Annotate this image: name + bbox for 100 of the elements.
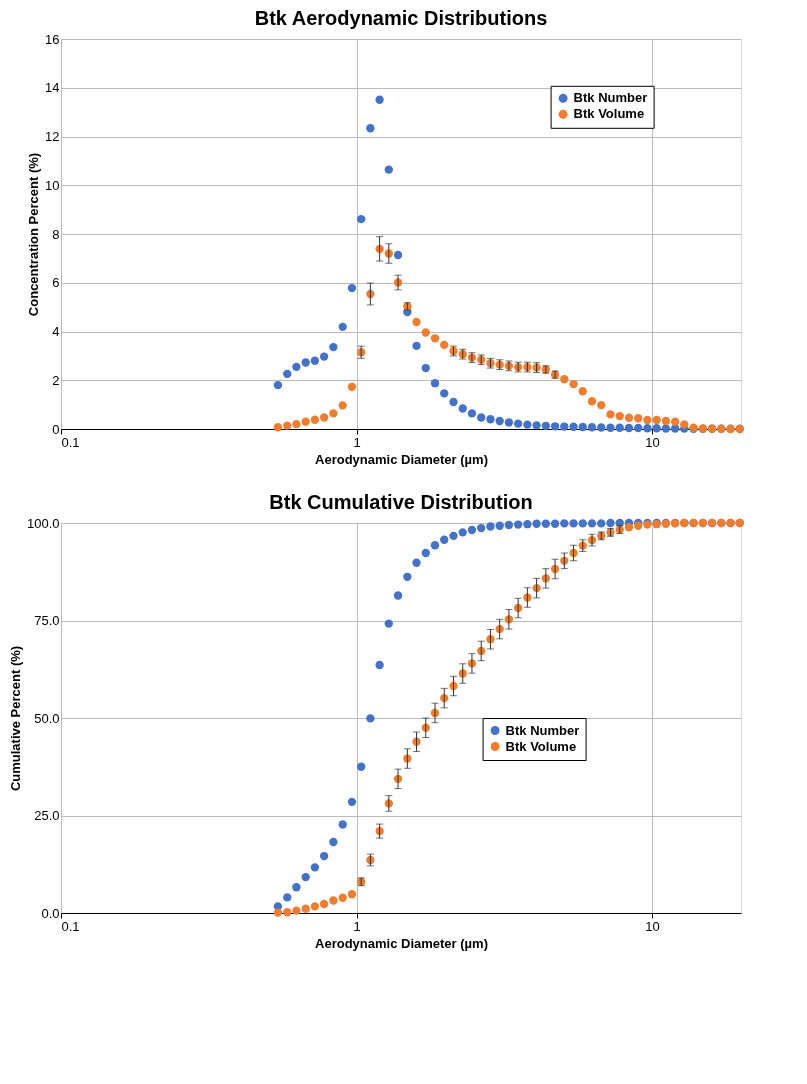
point <box>357 762 366 771</box>
point <box>550 422 560 431</box>
point <box>384 619 393 628</box>
point <box>467 409 477 418</box>
point <box>412 341 421 351</box>
point <box>569 379 578 389</box>
point <box>560 375 569 384</box>
point <box>661 416 671 426</box>
x-tick-label: 1 <box>353 918 361 934</box>
point <box>477 413 486 422</box>
y-axis-title: Cumulative Percent (%) <box>7 645 23 792</box>
point <box>560 519 569 528</box>
point <box>578 519 587 528</box>
y-tick-label: 50.0 <box>34 710 60 726</box>
point <box>273 380 283 390</box>
point <box>319 413 329 422</box>
y-tick-label: 12 <box>45 129 60 144</box>
point <box>458 528 467 537</box>
point <box>292 906 301 915</box>
x-tick-label: 10 <box>645 434 660 450</box>
point <box>329 409 338 418</box>
x-tick-label: 0.1 <box>61 434 80 450</box>
point <box>597 423 606 432</box>
point <box>347 283 357 293</box>
point <box>486 522 495 531</box>
point <box>486 415 495 424</box>
point <box>310 415 320 424</box>
y-tick-label: 6 <box>52 275 60 291</box>
y-tick-label: 25.0 <box>34 808 60 823</box>
point <box>384 165 393 174</box>
point <box>421 328 430 337</box>
point <box>375 660 384 670</box>
point <box>670 417 680 426</box>
point <box>624 523 634 532</box>
y-tick-label: 14 <box>45 80 60 96</box>
point <box>283 908 292 917</box>
point <box>624 413 634 422</box>
point <box>283 369 292 379</box>
point <box>273 423 283 432</box>
point <box>421 363 430 373</box>
point <box>412 317 421 327</box>
x-axis-title: Aerodynamic Diameter (µm) <box>315 451 488 467</box>
point <box>292 883 301 892</box>
point <box>560 422 569 431</box>
point <box>504 520 514 530</box>
point <box>357 214 366 224</box>
point <box>513 520 523 529</box>
chart-title: Btk Cumulative Distribution <box>269 491 533 513</box>
point <box>292 362 301 372</box>
y-tick-label: 2 <box>52 372 60 388</box>
point <box>495 416 504 426</box>
point <box>440 389 449 398</box>
point <box>292 419 301 429</box>
point <box>477 523 486 533</box>
y-tick-label: 16 <box>45 31 60 47</box>
point <box>615 411 624 421</box>
point <box>347 382 357 392</box>
point <box>606 518 615 528</box>
y-tick-label: 4 <box>52 324 60 339</box>
point <box>587 519 597 528</box>
point <box>652 424 661 433</box>
point <box>440 535 449 544</box>
point <box>615 423 624 432</box>
point <box>301 358 310 367</box>
point <box>338 401 347 410</box>
x-tick-label: 10 <box>645 918 660 934</box>
point <box>569 519 578 528</box>
point <box>606 423 615 432</box>
point <box>375 95 384 104</box>
point <box>310 863 320 872</box>
point <box>523 520 532 529</box>
point <box>624 423 634 433</box>
point <box>578 422 587 432</box>
point <box>606 410 615 419</box>
point <box>329 342 338 352</box>
point <box>283 893 292 902</box>
point <box>319 899 329 909</box>
legend-label: Btk Volume <box>573 106 645 122</box>
point <box>273 908 283 917</box>
point <box>680 420 689 429</box>
point <box>504 418 514 427</box>
point <box>587 397 597 406</box>
point <box>643 424 652 433</box>
point <box>412 558 421 567</box>
point <box>532 519 541 528</box>
point <box>597 400 606 410</box>
point <box>569 422 578 431</box>
point <box>310 356 320 365</box>
y-tick-label: 0.0 <box>41 905 60 921</box>
point <box>393 591 403 600</box>
x-axis-title: Aerodynamic Diameter (µm) <box>315 935 488 951</box>
point <box>541 421 551 431</box>
point <box>449 397 458 407</box>
point <box>319 851 329 861</box>
point <box>652 415 661 425</box>
point <box>467 525 477 535</box>
point <box>430 541 440 550</box>
point <box>283 421 292 430</box>
y-tick-label: 0 <box>52 421 60 437</box>
point <box>550 519 560 528</box>
